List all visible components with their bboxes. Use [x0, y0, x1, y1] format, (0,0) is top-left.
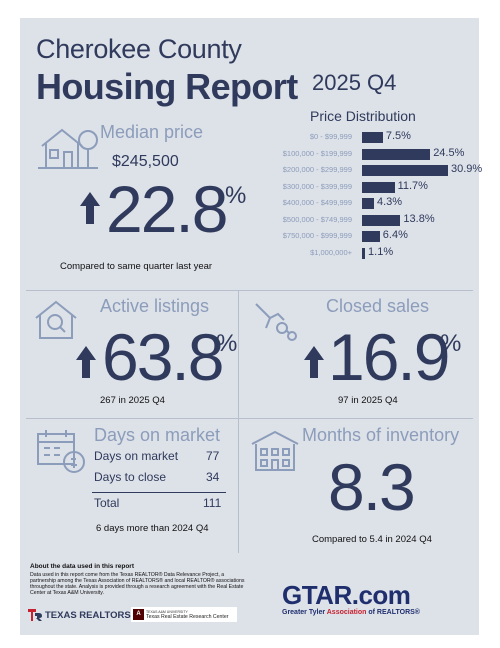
- dom-row-name-2: Days to close: [94, 470, 167, 484]
- active-change: 63.8: [102, 320, 224, 394]
- dom-note: 6 days more than 2024 Q4: [96, 523, 209, 534]
- texas-realtors-text: TEXAS REALTORS: [45, 609, 131, 621]
- dom-total-rule: [92, 492, 226, 493]
- closed-change: 16.9: [328, 320, 450, 394]
- price-bar: [362, 148, 431, 160]
- price-category-label: $750,000 - $999,999: [282, 231, 352, 240]
- gtar-full-name: Greater Tyler Association of REALTORS®: [282, 609, 420, 616]
- divider-middle: [26, 418, 473, 419]
- tamu-logo: A TEXAS A&M UNIVERSITY Texas Real Estate…: [131, 607, 237, 622]
- price-bar-row: $400,000 - $499,999 4.3%: [242, 196, 482, 209]
- price-bar: [362, 214, 401, 226]
- closed-percent-sign: %: [440, 330, 462, 357]
- active-arrow-stem: [82, 360, 90, 378]
- price-bar-row: $100,000 - $199,999 24.5%: [242, 146, 482, 160]
- price-bar-row: $500,000 - $749,999 13.8%: [242, 212, 482, 226]
- price-category-label: $200,000 - $299,999: [282, 165, 352, 174]
- closed-arrow-stem: [310, 360, 318, 378]
- county-name: Cherokee County: [36, 34, 242, 64]
- median-arrow-stem: [86, 206, 94, 224]
- price-bar-row: $200,000 - $299,999 30.9%: [242, 163, 483, 176]
- gtar-full-assoc: Association: [326, 609, 367, 616]
- tamu-center-text: Texas Real Estate Research Center: [146, 613, 229, 620]
- price-bar-row: $0 - $99,999 7.5%: [242, 130, 482, 143]
- median-percent-sign: %: [225, 182, 247, 209]
- price-category-label: $100,000 - $199,999: [282, 148, 352, 158]
- price-category-label: $1,000,000+: [310, 247, 352, 257]
- closed-sales-label: Closed sales: [326, 296, 430, 316]
- divider-mid-1: [238, 290, 239, 418]
- median-price-value: $245,500: [112, 153, 179, 170]
- dom-row-name-1: Days on market: [94, 449, 179, 463]
- active-listings-label: Active listings: [100, 296, 210, 316]
- gtar-logo-text: GTAR.com: [282, 580, 411, 610]
- texas-realtors-mark-icon: [28, 609, 42, 621]
- divider-mid-2: [238, 418, 239, 553]
- price-bar: [362, 132, 383, 143]
- price-bar: [362, 247, 366, 259]
- dom-total-value: 111: [203, 496, 222, 510]
- months-inventory-note: Compared to 5.4 in 2024 Q4: [312, 534, 432, 545]
- price-distribution-title: Price Distribution: [310, 108, 416, 124]
- price-bar-value: 11.7%: [397, 179, 428, 192]
- price-bar: [362, 198, 374, 209]
- dom-row-value-1: 77: [206, 449, 220, 463]
- house-search-icon: [35, 300, 77, 339]
- dom-row-value-2: 34: [206, 470, 220, 484]
- texas-realtors-logo: TEXAS REALTORS: [28, 609, 131, 621]
- house-tree-icon: [38, 128, 98, 169]
- report-page: Cherokee County Housing Report 2025 Q4 M…: [20, 18, 483, 635]
- gtar-full-post: of REALTORS®: [366, 609, 420, 616]
- active-note: 267 in 2025 Q4: [100, 395, 165, 406]
- active-up-arrow-icon: [76, 346, 96, 360]
- divider-top: [26, 290, 473, 291]
- price-bar-row: $750,000 - $999,999 6.4%: [242, 229, 482, 242]
- tamu-small-text: TEXAS A&M UNIVERSITY: [146, 609, 188, 614]
- closed-up-arrow-icon: [304, 346, 324, 360]
- price-bar-value: 1.1%: [368, 245, 394, 258]
- tamu-mark-icon: A: [133, 609, 144, 620]
- price-bar-value: 4.3%: [376, 196, 403, 208]
- price-bar-value: 7.5%: [385, 130, 411, 142]
- hand-keys-icon: [255, 303, 297, 341]
- months-inventory-label: Months of inventory: [302, 425, 460, 445]
- months-inventory-value: 8.3: [328, 450, 416, 524]
- gtar-logo: GTAR.com Greater Tyler Association of RE…: [282, 580, 420, 616]
- building-icon: [251, 430, 299, 471]
- closed-note: 97 in 2025 Q4: [338, 395, 398, 406]
- median-note: Compared to same quarter last year: [60, 261, 213, 272]
- price-bar-row: $300,000 - $399,999 11.7%: [242, 179, 482, 193]
- price-category-label: $500,000 - $749,999: [282, 214, 352, 224]
- price-bar-value: 6.4%: [382, 229, 408, 241]
- days-on-market-label: Days on market: [94, 425, 221, 445]
- median-price-label: Median price: [100, 122, 204, 142]
- report-quarter: 2025 Q4: [312, 70, 397, 95]
- active-percent-sign: %: [216, 330, 238, 357]
- median-up-arrow-icon: [80, 192, 100, 206]
- price-category-label: $300,000 - $399,999: [282, 181, 352, 191]
- gtar-full-pre: Greater Tyler: [282, 609, 327, 616]
- report-title: Housing Report: [36, 66, 298, 107]
- price-bar: [362, 181, 395, 193]
- calendar-money-icon: [37, 430, 85, 473]
- price-bar-value: 13.8%: [403, 212, 435, 225]
- dom-total-label: Total: [94, 496, 120, 510]
- price-bar: [362, 165, 448, 176]
- price-bar-value: 24.5%: [433, 146, 465, 159]
- median-change: 22.8: [106, 172, 228, 246]
- price-bar-value: 30.9%: [451, 163, 483, 175]
- about-title: About the data used in this report: [30, 563, 135, 570]
- price-category-label: $0 - $99,999: [309, 132, 352, 141]
- price-bar-row: $1,000,000+ 1.1%: [242, 245, 482, 259]
- price-category-label: $400,000 - $499,999: [282, 198, 352, 207]
- about-text: Data used in this report come from the T…: [30, 572, 245, 596]
- price-bar: [362, 231, 380, 242]
